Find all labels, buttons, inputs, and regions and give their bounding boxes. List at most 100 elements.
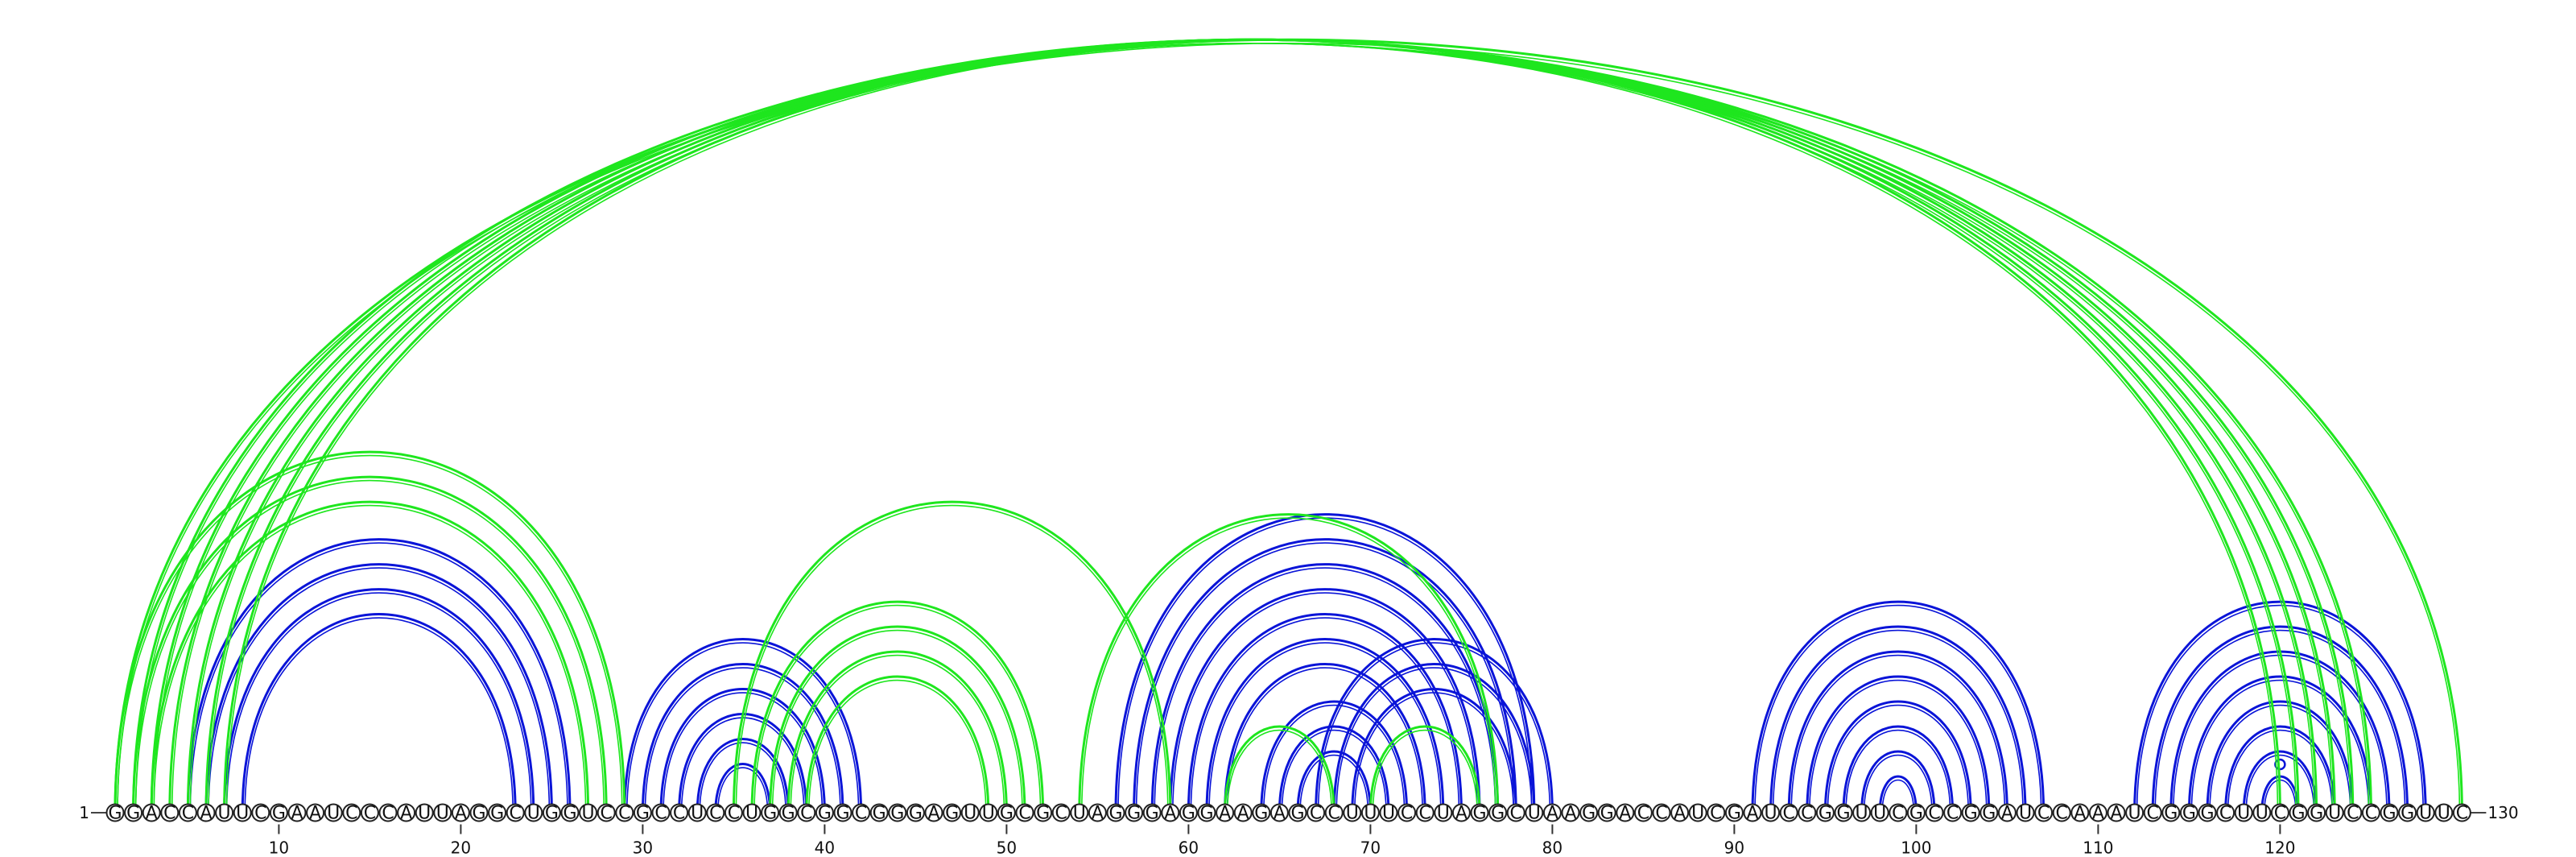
nucleotide-letter: C — [345, 804, 357, 824]
nucleotide: G — [1724, 803, 1744, 824]
base-pair-arc — [223, 38, 2281, 814]
nucleotide-letter: U — [236, 804, 249, 824]
nucleotide-letter: G — [126, 804, 140, 824]
nucleotide-circle — [1597, 803, 1616, 822]
base-pair-arc — [117, 42, 2461, 814]
nucleotide: A — [1743, 803, 1762, 824]
nucleotide-circle — [397, 803, 416, 822]
nucleotide-circle — [706, 803, 725, 822]
base-pair-arc — [241, 613, 517, 814]
base-pair-arc — [717, 767, 769, 814]
nucleotide: C — [160, 803, 180, 824]
nucleotide: G — [2398, 803, 2417, 824]
nucleotide-letter: U — [1765, 804, 1777, 824]
nucleotide-circle — [1961, 803, 1980, 822]
nucleotide: C — [1015, 803, 1034, 824]
nucleotide: G — [1579, 803, 1599, 824]
nucleotide: C — [251, 803, 270, 824]
nucleotide: G — [997, 803, 1016, 824]
nucleotide-letter: C — [1419, 804, 1431, 824]
nucleotide-circle — [524, 803, 543, 822]
nucleotide-circle — [2361, 803, 2380, 822]
nucleotide: C — [2216, 803, 2235, 824]
nucleotide-letter: G — [1182, 804, 1195, 824]
nucleotide-letter: A — [1746, 804, 1758, 824]
nucleotide: G — [906, 803, 925, 824]
nucleotide-circle — [1343, 803, 1362, 822]
nucleotide-circle — [1179, 803, 1198, 822]
nucleotide-letter: G — [2382, 804, 2396, 824]
nucleotide: G — [833, 803, 852, 824]
base-pair-arc — [750, 600, 1045, 814]
nucleotide-letter: G — [2291, 804, 2305, 824]
nucleotide-circle — [979, 803, 998, 822]
base-pair-arc — [1754, 605, 2042, 814]
base-pair-arc — [225, 592, 532, 814]
nucleotide-circle — [1197, 803, 1216, 822]
nucleotide-letter: C — [1055, 804, 1067, 824]
base-pair-arc — [1845, 729, 1951, 814]
nucleotide-circle — [124, 803, 143, 822]
nucleotide-letter: G — [1491, 804, 1505, 824]
nucleotide: G — [2198, 803, 2217, 824]
nucleotide-circle — [2252, 803, 2272, 822]
nucleotide: A — [306, 803, 325, 824]
nucleotide-letter: G — [945, 804, 959, 824]
nucleotide-circle — [924, 803, 943, 822]
nucleotide-circle — [778, 803, 798, 822]
base-pair-arc — [1351, 688, 1517, 814]
nucleotide-circle — [1779, 803, 1798, 822]
nucleotide: G — [943, 803, 962, 824]
nucleotide-circle — [1269, 803, 1289, 822]
nucleotide: G — [1488, 803, 1508, 824]
nucleotide-circle — [287, 803, 307, 822]
nucleotide: U — [2234, 803, 2253, 824]
tick-label: 90 — [1724, 838, 1744, 857]
nucleotide: A — [1997, 803, 2017, 824]
nucleotide-letter: U — [964, 804, 976, 824]
nucleotide-circle — [1088, 803, 1107, 822]
nucleotide: C — [670, 803, 689, 824]
nucleotide-letter: U — [2256, 804, 2268, 824]
nucleotide: C — [1307, 803, 1326, 824]
nucleotide-letter: G — [818, 804, 832, 824]
nucleotide: C — [2052, 803, 2071, 824]
nucleotide-letter: C — [1637, 804, 1649, 824]
tick-label: 30 — [633, 838, 653, 857]
nucleotide-letter: G — [1582, 804, 1596, 824]
nucleotide-circle — [633, 803, 652, 822]
nucleotide-circle — [1051, 803, 1071, 822]
nucleotide-circle — [2034, 803, 2054, 822]
nucleotide-letter: C — [1310, 804, 1322, 824]
nucleotide-letter: G — [2401, 804, 2414, 824]
nucleotide: G — [888, 803, 907, 824]
nucleotide-letter: C — [654, 804, 667, 824]
base-pair-arc — [1827, 704, 1969, 814]
nucleotide: G — [124, 803, 143, 824]
nucleotide-letter: G — [2200, 804, 2214, 824]
nucleotide-circle — [269, 803, 288, 822]
nucleotide-letter: G — [563, 804, 576, 824]
base-pair-arc — [171, 43, 2333, 814]
nucleotide-circle — [1142, 803, 1162, 822]
nucleotide-circle — [943, 803, 962, 822]
base-pair-arc — [1881, 779, 1915, 814]
nucleotide-circle — [215, 803, 234, 822]
nucleotide-circle — [869, 803, 889, 822]
nucleotide-letter: G — [472, 804, 485, 824]
nucleotide-circle — [469, 803, 489, 822]
nucleotide-letter: G — [1982, 804, 1996, 824]
nucleotide: A — [287, 803, 307, 824]
base-pair-arc — [769, 625, 1026, 814]
nucleotide: C — [378, 803, 398, 824]
nucleotide-letter: U — [218, 804, 231, 824]
nucleotide: A — [1561, 803, 1580, 824]
base-pair-arc — [1187, 613, 1463, 814]
nucleotide-letter: C — [182, 804, 194, 824]
nucleotide: U — [1852, 803, 1872, 824]
nucleotide-circle — [1379, 803, 1398, 822]
nucleotide-circle — [378, 803, 398, 822]
base-pair-arc — [1133, 538, 1517, 814]
base-pair-arc — [2245, 754, 2315, 814]
base-pair-arc — [1296, 750, 1372, 814]
